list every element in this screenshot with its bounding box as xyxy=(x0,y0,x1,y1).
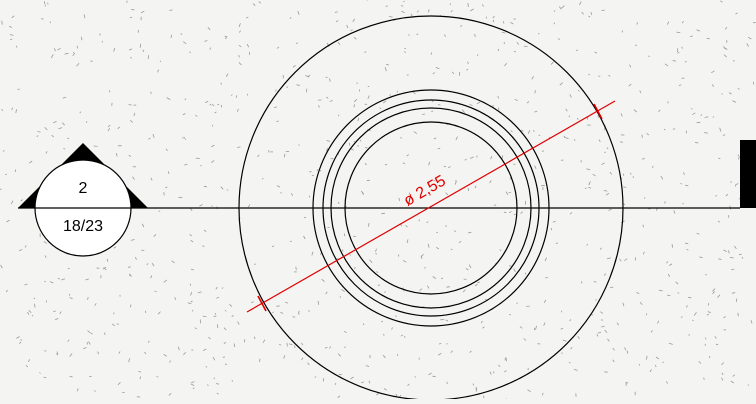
texture-mark xyxy=(620,142,623,143)
texture-mark xyxy=(20,340,22,341)
texture-mark xyxy=(131,305,132,308)
texture-mark xyxy=(701,114,702,116)
texture-mark xyxy=(141,250,144,251)
texture-mark xyxy=(107,259,108,262)
section-number: 2 xyxy=(79,180,88,197)
texture-mark xyxy=(148,55,149,59)
texture-mark xyxy=(524,46,528,47)
texture-mark xyxy=(551,228,552,230)
texture-mark xyxy=(355,267,356,269)
texture-mark xyxy=(217,104,219,105)
texture-mark xyxy=(225,36,227,37)
texture-mark xyxy=(397,354,398,356)
texture-mark xyxy=(687,250,689,251)
texture-mark xyxy=(596,299,597,301)
wall-block xyxy=(740,140,756,208)
texture-mark xyxy=(281,192,282,194)
texture-mark xyxy=(57,352,58,356)
texture-mark xyxy=(716,344,718,345)
texture-mark xyxy=(117,153,118,157)
texture-mark xyxy=(405,336,406,338)
texture-mark xyxy=(212,125,213,127)
texture-mark xyxy=(475,34,476,37)
texture-mark xyxy=(381,213,385,214)
texture-mark xyxy=(221,83,222,85)
texture-mark xyxy=(688,297,691,298)
texture-mark xyxy=(623,187,626,188)
texture-mark xyxy=(227,190,229,191)
texture-mark xyxy=(422,114,425,115)
texture-mark xyxy=(344,347,346,348)
texture-mark xyxy=(439,344,441,345)
texture-mark xyxy=(395,316,397,317)
texture-mark xyxy=(48,3,49,5)
texture-mark xyxy=(569,362,570,363)
texture-mark xyxy=(665,201,666,203)
texture-mark xyxy=(677,32,681,33)
texture-mark xyxy=(217,324,218,328)
texture-mark xyxy=(447,287,450,288)
texture-mark xyxy=(190,284,191,286)
texture-mark xyxy=(290,241,292,242)
texture-mark xyxy=(239,55,240,57)
texture-mark xyxy=(431,111,433,112)
texture-mark xyxy=(736,299,737,303)
texture-mark xyxy=(140,44,141,48)
texture-mark xyxy=(732,293,735,294)
texture-mark xyxy=(44,1,45,4)
texture-mark xyxy=(436,232,438,233)
texture-mark xyxy=(128,267,131,268)
texture-mark xyxy=(335,383,336,385)
texture-mark xyxy=(202,246,204,247)
texture-mark xyxy=(408,35,410,36)
texture-mark xyxy=(287,343,288,347)
sheet-reference: 18/23 xyxy=(63,218,103,235)
texture-mark xyxy=(433,376,436,377)
texture-mark xyxy=(204,186,207,187)
texture-mark xyxy=(208,385,209,387)
texture-mark xyxy=(109,90,110,92)
texture-mark xyxy=(535,90,536,93)
texture-mark xyxy=(353,236,356,237)
texture-mark xyxy=(447,343,448,344)
texture-mark xyxy=(296,267,297,271)
texture-mark xyxy=(498,49,499,51)
texture-mark xyxy=(367,180,370,181)
